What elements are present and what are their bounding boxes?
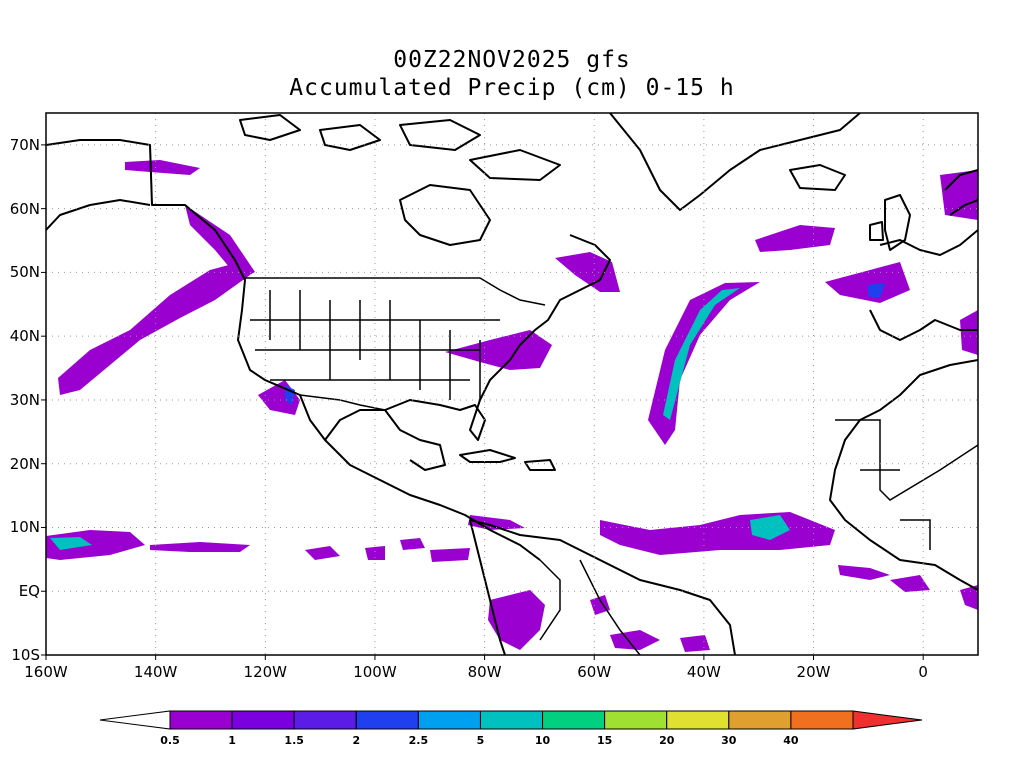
- colorbar-box: [604, 710, 668, 730]
- colorbar-level-label: 15: [596, 734, 613, 747]
- colorbar-min-triangle: [99, 710, 171, 730]
- colorbar-box: [169, 710, 233, 730]
- precip-area: [400, 538, 425, 550]
- colorbar-level-label: 2: [352, 734, 361, 747]
- lon-label: 20W: [796, 663, 831, 681]
- precip-area: [648, 282, 760, 445]
- precip-area: [58, 262, 250, 395]
- lon-label: 120W: [243, 663, 288, 681]
- colorbar-box: [790, 710, 854, 730]
- lon-label: 40W: [686, 663, 721, 681]
- colorbar-level-label: 0.5: [160, 734, 180, 747]
- precip-area: [890, 575, 930, 592]
- colorbar-level-label: 40: [783, 734, 799, 747]
- precip-area: [755, 225, 835, 252]
- precip-area: [185, 205, 255, 280]
- precip-area: [960, 310, 978, 355]
- lon-label: 140W: [133, 663, 178, 681]
- lon-label: 60W: [577, 663, 612, 681]
- colorbar-box: [542, 710, 606, 730]
- lat-label: EQ: [18, 582, 40, 601]
- colorbar-level-label: 30: [721, 734, 737, 747]
- lon-label: 0: [918, 663, 928, 681]
- precip-area: [610, 630, 660, 650]
- colorbar-box: [231, 710, 295, 730]
- precip-area: [825, 262, 910, 303]
- colorbar-box: [293, 710, 357, 730]
- precip-area: [555, 252, 620, 292]
- precip-areas: [46, 160, 978, 652]
- precip-area: [365, 546, 385, 560]
- precip-area: [150, 542, 250, 552]
- colorbar-level-label: 1.5: [284, 734, 304, 747]
- lat-label: 70N: [9, 135, 40, 154]
- map-subtitle: Accumulated Precip (cm) 0-15 h: [289, 75, 735, 101]
- lat-label: 40N: [9, 327, 40, 346]
- lat-label: 10S: [11, 646, 40, 664]
- axis-ticks: [41, 144, 924, 660]
- lon-label: 80W: [467, 663, 502, 681]
- lat-label: 10N: [9, 518, 40, 537]
- precip-area: [488, 590, 545, 650]
- precip-area: [868, 283, 885, 298]
- precip-area: [750, 515, 790, 540]
- colorbar-level-label: 5: [476, 734, 485, 747]
- graticule: [45, 113, 978, 656]
- map-title: 00Z22NOV2025 gfs: [393, 47, 631, 73]
- colorbar-level-label: 1: [228, 734, 236, 747]
- precip-area: [50, 537, 92, 550]
- colorbar-box: [355, 710, 419, 730]
- lat-label: 20N: [9, 454, 40, 473]
- lat-label: 60N: [9, 199, 40, 218]
- precip-area: [680, 635, 710, 652]
- precip-area: [663, 288, 740, 420]
- lon-label: 100W: [353, 663, 397, 681]
- precip-area: [590, 595, 610, 615]
- precip-area: [125, 160, 200, 175]
- colorbar-box: [666, 710, 730, 730]
- colorbar-level-label: 20: [659, 734, 675, 747]
- lat-label: 30N: [9, 390, 40, 409]
- coastlines: [46, 113, 978, 655]
- colorbar-box: [479, 710, 544, 730]
- colorbar-level-label: 2.5: [408, 734, 429, 747]
- lon-label: 160W: [24, 663, 68, 681]
- precip-area: [430, 548, 470, 562]
- map-frame: [45, 112, 979, 656]
- precip-area: [838, 565, 890, 580]
- borders: [149, 144, 978, 655]
- colorbar-box: [417, 710, 481, 730]
- lat-label: 50N: [9, 263, 40, 282]
- precip-area: [940, 170, 978, 220]
- precip-area: [305, 546, 340, 560]
- colorbar-box: [728, 710, 792, 730]
- colorbar-max-triangle: [852, 710, 923, 730]
- precip-area: [600, 512, 835, 555]
- colorbar: [99, 710, 923, 730]
- colorbar-level-label: 10: [534, 734, 551, 747]
